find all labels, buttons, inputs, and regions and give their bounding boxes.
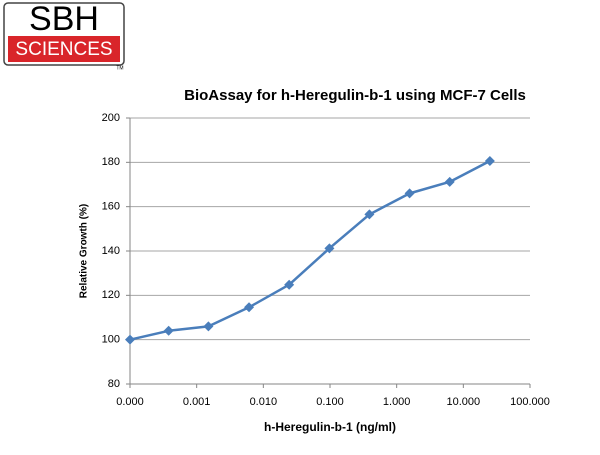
x-tick-label: 100.000 bbox=[510, 396, 550, 408]
data-point bbox=[125, 334, 135, 345]
x-tick-label: 1.000 bbox=[383, 396, 411, 408]
x-tick-label: 10.000 bbox=[447, 396, 481, 408]
data-point bbox=[324, 243, 335, 254]
logo-top: SBH bbox=[29, 0, 99, 38]
x-tick-label: 0.010 bbox=[250, 396, 278, 408]
logo-bottom: SCIENCES bbox=[15, 39, 112, 60]
y-tick-label: 160 bbox=[102, 201, 120, 213]
logo-tm: TM bbox=[116, 65, 123, 71]
y-axis-title: Relative Growth (%) bbox=[79, 204, 90, 298]
x-tick-label: 0.100 bbox=[316, 396, 344, 408]
data-point bbox=[284, 279, 295, 290]
data-point bbox=[484, 156, 495, 167]
data-point bbox=[163, 325, 174, 336]
y-tick-label: 140 bbox=[102, 245, 120, 257]
x-tick-label: 0.000 bbox=[116, 396, 144, 408]
data-point bbox=[203, 321, 214, 332]
y-tick-label: 120 bbox=[102, 289, 120, 301]
chart-title: BioAssay for h-Heregulin-b-1 using MCF-7… bbox=[184, 87, 526, 104]
y-tick-label: 100 bbox=[102, 334, 120, 346]
data-point bbox=[244, 302, 255, 313]
data-point bbox=[404, 188, 415, 199]
logo: SBH SCIENCES TM bbox=[3, 0, 125, 71]
y-tick-label: 80 bbox=[108, 378, 120, 390]
data-point bbox=[444, 176, 455, 187]
y-tick-label: 180 bbox=[102, 156, 120, 168]
y-tick-label: 200 bbox=[102, 112, 120, 124]
data-point bbox=[364, 209, 375, 220]
series-line bbox=[129, 159, 491, 341]
x-axis-title: h-Heregulin-b-1 (ng/ml) bbox=[264, 420, 396, 434]
logo-band bbox=[8, 36, 120, 62]
x-tick-label: 0.001 bbox=[183, 396, 211, 408]
